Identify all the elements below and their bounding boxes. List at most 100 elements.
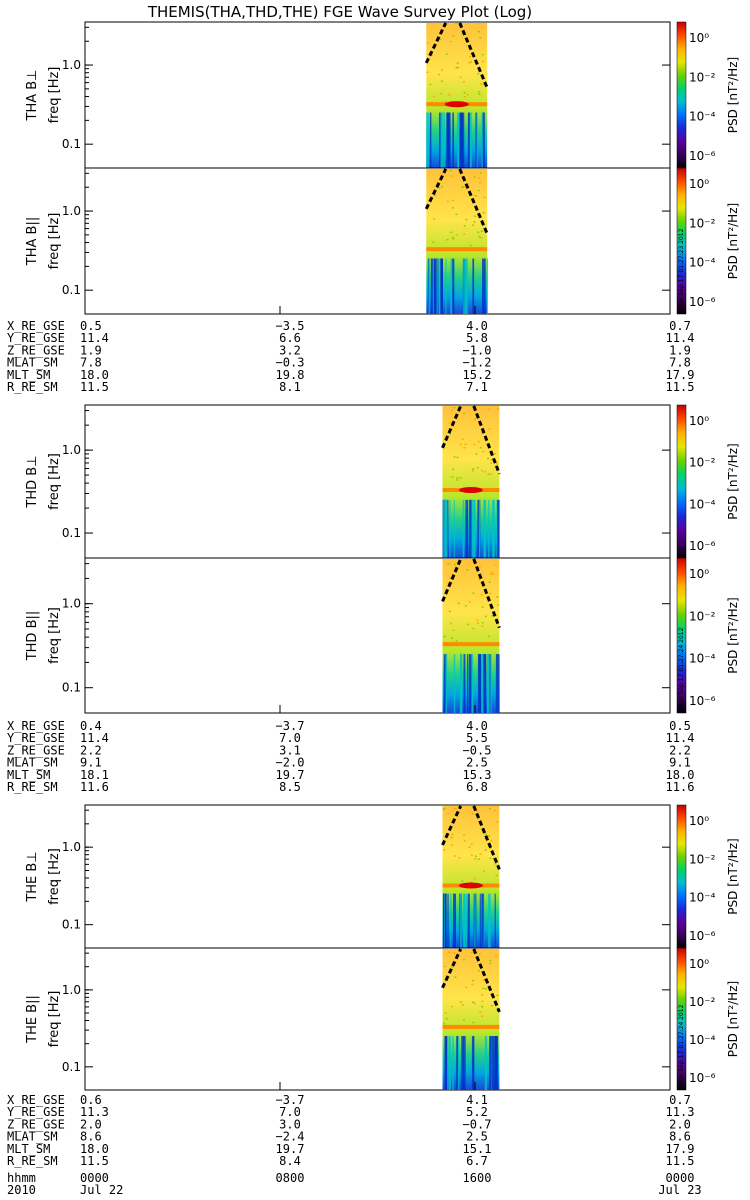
panel-component-label: THE B||	[25, 995, 40, 1044]
spectrogram-speckle	[451, 236, 454, 239]
spectrogram-speckle	[451, 833, 454, 836]
spectrogram-speckle	[444, 101, 447, 103]
spectrogram-stripe	[452, 112, 454, 168]
spectrogram-speckle	[448, 433, 451, 435]
colorbar-tick-label: 10⁰	[689, 814, 709, 828]
spectrogram-speckle	[471, 983, 474, 986]
spectrogram-stripe	[445, 1036, 447, 1090]
spectrogram-panel: 1.0 0.1 THE B|| freq [Hz] 10⁰ 10⁻² 10⁻⁴ 10⁻⁶ PSD…	[25, 947, 740, 1091]
spectrogram-speckle	[468, 55, 471, 58]
spectrogram-speckle	[443, 635, 446, 638]
orbit-row-label: X_RE_GSE	[7, 719, 65, 733]
spectrogram-speckle	[440, 80, 443, 82]
spectrogram-speckle	[493, 452, 496, 455]
spectrogram-speckle	[463, 447, 466, 449]
spectrogram-stripe	[448, 112, 451, 168]
spectrogram-speckle	[451, 637, 454, 639]
spectrogram-stripe	[428, 258, 430, 314]
spectrogram-stripe	[453, 654, 456, 713]
spectrogram-speckle	[476, 810, 479, 812]
spectrogram-stripe	[498, 654, 500, 713]
spectrogram-stripe	[490, 1036, 493, 1090]
spectrogram-speckle	[471, 979, 474, 982]
spectrogram-speckle	[459, 443, 462, 446]
spectrogram-stripe	[432, 258, 435, 314]
date-row-label: 2010	[7, 1183, 36, 1197]
spectrogram-speckle	[477, 231, 480, 233]
spectrogram-speckle	[426, 41, 429, 44]
spectrogram-speckle	[468, 558, 471, 560]
cyclotron-curve	[472, 558, 501, 629]
cyclotron-curve	[441, 805, 463, 846]
orbit-row-label: MLT_SM	[7, 368, 50, 382]
spectrogram-speckle	[481, 53, 484, 56]
cyclotron-curve	[424, 168, 448, 210]
spectrogram-speckle	[484, 615, 487, 618]
spectrogram-stripe	[491, 499, 495, 558]
colorbar-tick-label: 10⁰	[689, 31, 709, 45]
spectrogram-speckle	[462, 81, 465, 83]
orbit-value: 7.0	[279, 731, 301, 745]
spectrogram-stripe	[445, 258, 447, 314]
orbit-value: 0.7	[669, 1093, 691, 1107]
colorbar-tick-label: 10⁻⁴	[689, 110, 716, 124]
orbit-value: 7.8	[669, 356, 691, 370]
spectrogram-speckle	[466, 93, 469, 96]
spectrogram-speckle	[483, 471, 486, 473]
spectrogram-speckle	[497, 604, 500, 606]
spectrogram-stripe	[448, 1036, 451, 1090]
spectrogram-speckle	[443, 965, 446, 968]
spectrogram-stripe	[465, 258, 468, 314]
spectrogram-speckle	[440, 92, 443, 95]
spectrogram-speckle	[484, 849, 487, 851]
spectrogram-speckle	[473, 418, 476, 421]
time-tick-label: 1600	[463, 1171, 492, 1185]
orbit-row-label: MLAT_SM	[7, 356, 58, 370]
cyclotron-curve	[424, 22, 448, 64]
spectrogram-stripe	[468, 654, 472, 713]
spectrogram-stripe	[472, 258, 475, 314]
orbit-value: 4.0	[466, 719, 488, 733]
spectrogram-stripe	[450, 893, 452, 948]
colorbar	[676, 804, 687, 949]
cyclotron-curve	[458, 22, 489, 89]
spectrogram-speckle	[475, 855, 478, 857]
spectrogram-stripe	[440, 258, 443, 314]
orbit-value: 0.6	[80, 1093, 102, 1107]
colorbar-tick-label: 10⁻⁶	[689, 539, 716, 553]
orbit-value: 5.2	[466, 1105, 488, 1119]
cyclotron-curve	[458, 168, 489, 235]
colorbar-tick-label: 10⁻⁶	[689, 1071, 716, 1085]
spectrogram-speckle	[461, 438, 464, 441]
spectrogram-stripe	[450, 258, 453, 314]
spectrogram-speckle	[490, 462, 493, 465]
y-tick-label: 0.1	[62, 137, 81, 151]
colorbar-tick-label: 10⁻⁶	[689, 295, 716, 309]
emission-peak	[458, 882, 483, 889]
spectrogram-stripe	[484, 1036, 488, 1090]
spectrogram-speckle	[478, 235, 481, 238]
orbit-value: 1.9	[669, 343, 691, 357]
orbit-value: −3.5	[276, 319, 305, 333]
cyclotron-curve	[472, 948, 501, 1013]
spectrogram-speckle	[473, 176, 476, 178]
orbit-value: 18.1	[80, 768, 109, 782]
spectrogram-speckle	[432, 241, 435, 244]
spectrogram-stripe	[426, 112, 430, 168]
orbit-value: 0.5	[80, 319, 102, 333]
orbit-value: 11.4	[666, 731, 695, 745]
time-tick-label: 0000	[666, 1171, 695, 1185]
spectrogram-speckle	[481, 621, 484, 624]
orbit-value: 0.7	[669, 319, 691, 333]
orbit-value: −0.7	[463, 1117, 492, 1131]
y-tick-label: 1.0	[62, 204, 81, 218]
colorbar-tick-label: 10⁻⁴	[689, 256, 716, 270]
spectrogram-speckle	[453, 855, 456, 857]
spectrogram-stripe	[461, 1036, 464, 1090]
spectrogram-speckle	[484, 988, 487, 990]
spectrogram-speckle	[479, 181, 482, 184]
spectrogram-stripe	[486, 258, 488, 314]
spectrogram-speckle	[494, 862, 497, 865]
y-tick-label: 0.1	[62, 918, 81, 932]
